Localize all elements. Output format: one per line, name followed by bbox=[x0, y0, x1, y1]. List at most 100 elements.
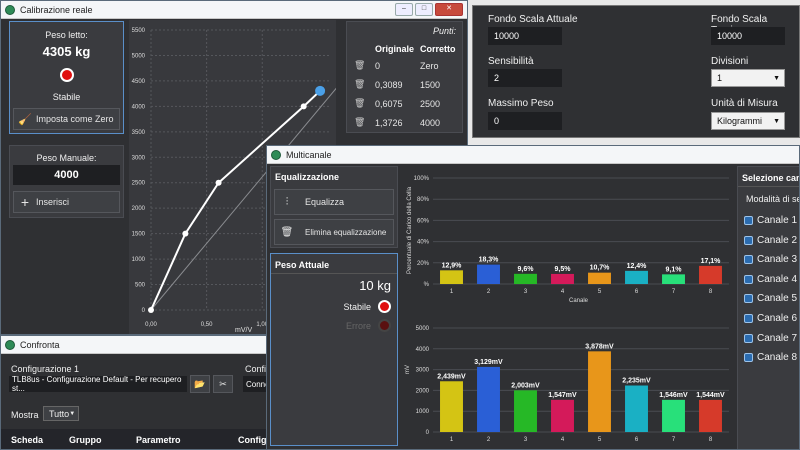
maximize-icon[interactable]: □ bbox=[415, 3, 433, 16]
config1-label: Configurazione 1 bbox=[11, 364, 80, 374]
canale-checkbox[interactable] bbox=[744, 294, 753, 304]
calibration-x-label: mV/V bbox=[235, 327, 252, 334]
calibration-point bbox=[300, 103, 307, 110]
canale-checkbox-row[interactable]: Canale 5 bbox=[738, 290, 799, 308]
canale-checkbox-row[interactable]: Canale 4 bbox=[738, 271, 799, 289]
bar-value-label: 10,7% bbox=[590, 265, 611, 272]
canale-label: Canale 2 bbox=[757, 234, 798, 246]
col-corretto: Corretto bbox=[420, 44, 456, 54]
unita-label: Unità di Misura bbox=[711, 98, 778, 109]
col-scheda[interactable]: Scheda bbox=[11, 435, 44, 445]
canale-label: Canale 7 bbox=[757, 332, 798, 344]
sensibilita-input[interactable]: 2 bbox=[488, 69, 562, 87]
compare-table-header: Scheda Gruppo Parametro Config bbox=[1, 429, 267, 449]
elimina-equalizzazione-button[interactable]: 🗑 Elimina equalizzazione bbox=[274, 219, 394, 245]
massimo-peso-input[interactable]: 0 bbox=[488, 112, 562, 130]
window-title: Confronta bbox=[20, 339, 60, 350]
plus-icon: + bbox=[20, 194, 30, 210]
sliders-icon: ⫶ bbox=[285, 195, 289, 208]
canale-checkbox[interactable] bbox=[744, 274, 753, 284]
y-tick-label: 5000 bbox=[132, 53, 146, 59]
config1-input[interactable]: TLB8us - Configurazione Default - Per re… bbox=[9, 375, 187, 393]
chevron-down-icon: ▼ bbox=[773, 117, 780, 125]
y-tick-label: 100% bbox=[414, 176, 430, 182]
x-tick-label: 3 bbox=[524, 437, 528, 443]
unita-select[interactable]: Kilogrammi ▼ bbox=[711, 112, 785, 130]
col-parametro[interactable]: Parametro bbox=[136, 435, 181, 445]
canale-checkbox[interactable] bbox=[744, 216, 753, 225]
punto-originale: 0 bbox=[375, 61, 381, 71]
col-config[interactable]: Config bbox=[238, 435, 267, 445]
divisioni-select[interactable]: 1 ▼ bbox=[711, 69, 785, 87]
mostra-select[interactable]: Tutto ▼ bbox=[43, 406, 79, 421]
calibrazione-titlebar[interactable]: Calibrazione reale – □ ✕ bbox=[1, 1, 467, 19]
bar bbox=[588, 272, 611, 284]
canale-checkbox-row[interactable]: Canale 6 bbox=[738, 310, 799, 328]
y-tick-label: % bbox=[424, 282, 430, 288]
trash-icon[interactable]: 🗑 bbox=[354, 60, 366, 70]
trash-icon: 🗑 bbox=[280, 226, 294, 238]
punto-originale: 0,3089 bbox=[375, 80, 403, 90]
bar-value-label: 9,5% bbox=[555, 266, 572, 273]
canale-checkbox-row[interactable]: Canale 8 bbox=[738, 349, 799, 367]
bar bbox=[440, 381, 463, 432]
punti-row: 🗑 0,6075 2500 bbox=[347, 95, 462, 114]
peso-manuale-panel: Peso Manuale: 4000 + Inserisci bbox=[9, 145, 124, 218]
y-tick-label: 1000 bbox=[416, 409, 430, 415]
bar-value-label: 3,878mV bbox=[585, 343, 614, 350]
equalizza-button[interactable]: ⫶ Equalizza bbox=[274, 189, 394, 215]
bar bbox=[477, 366, 500, 432]
canale-checkbox-row[interactable]: Canale 3 bbox=[738, 251, 799, 269]
x-tick-label: 8 bbox=[709, 289, 713, 295]
peso-manuale-input[interactable]: 4000 bbox=[13, 165, 120, 185]
mostra-label: Mostra bbox=[11, 410, 39, 420]
current-point bbox=[315, 85, 326, 96]
y-tick-label: 60% bbox=[417, 218, 430, 224]
canale-checkbox[interactable] bbox=[744, 255, 753, 265]
punto-originale: 0,6075 bbox=[375, 99, 403, 109]
fondo-scala-teorico-input[interactable]: 10000 bbox=[711, 27, 785, 45]
equalizzazione-label: Equalizzazione bbox=[275, 172, 340, 182]
bar-value-label: 18,3% bbox=[479, 257, 500, 264]
status-led bbox=[60, 68, 74, 82]
bar bbox=[699, 399, 722, 432]
trash-icon[interactable]: 🗑 bbox=[354, 98, 366, 108]
unita-value: Kilogrammi bbox=[717, 116, 763, 126]
imposta-zero-button[interactable]: 🧹 Imposta come Zero bbox=[13, 108, 120, 130]
bar bbox=[477, 264, 500, 284]
y-tick-label: 0 bbox=[142, 308, 146, 314]
divider bbox=[738, 186, 799, 187]
col-gruppo[interactable]: Gruppo bbox=[69, 435, 102, 445]
confronta-titlebar[interactable]: Confronta bbox=[1, 336, 267, 354]
canale-checkbox-row[interactable]: Canale 1 bbox=[738, 212, 799, 230]
x-tick-label: 6 bbox=[635, 289, 639, 295]
punti-label: Punti: bbox=[432, 26, 456, 36]
inserisci-label: Inserisci bbox=[36, 197, 70, 207]
trash-icon[interactable]: 🗑 bbox=[354, 79, 366, 89]
config2-input[interactable]: Conne bbox=[243, 376, 267, 392]
multicanale-titlebar[interactable]: Multicanale bbox=[267, 146, 799, 164]
canale-checkbox-row[interactable]: Canale 2 bbox=[738, 232, 799, 250]
window-title: Multicanale bbox=[286, 149, 332, 160]
fondo-scala-attuale-input[interactable]: 10000 bbox=[488, 27, 562, 45]
close-icon[interactable]: ✕ bbox=[435, 3, 463, 16]
imposta-zero-label: Imposta come Zero bbox=[36, 114, 114, 124]
disconnect-button[interactable]: ✂ bbox=[213, 375, 233, 393]
unplug-icon: ✂ bbox=[219, 378, 227, 389]
canale-checkbox[interactable] bbox=[744, 314, 753, 323]
y-tick-label: 2000 bbox=[132, 206, 146, 212]
inserisci-button[interactable]: + Inserisci bbox=[13, 191, 120, 213]
trash-icon[interactable]: 🗑 bbox=[354, 117, 366, 127]
open-folder-button[interactable]: 📂 bbox=[190, 375, 210, 393]
canale-checkbox[interactable] bbox=[744, 333, 753, 343]
canale-checkbox-row[interactable]: Canale 7 bbox=[738, 330, 799, 348]
canale-checkbox[interactable] bbox=[744, 353, 753, 363]
equalizza-label: Equalizza bbox=[305, 197, 345, 207]
minimize-icon[interactable]: – bbox=[395, 3, 413, 16]
x-tick-label: 2 bbox=[487, 289, 491, 295]
x-tick-label: 8 bbox=[709, 437, 713, 443]
x-tick-label: 4 bbox=[561, 289, 565, 295]
punti-row: 🗑 0,3089 1500 bbox=[347, 76, 462, 95]
canale-checkbox[interactable] bbox=[744, 235, 753, 245]
y-tick-label: 500 bbox=[135, 283, 146, 289]
